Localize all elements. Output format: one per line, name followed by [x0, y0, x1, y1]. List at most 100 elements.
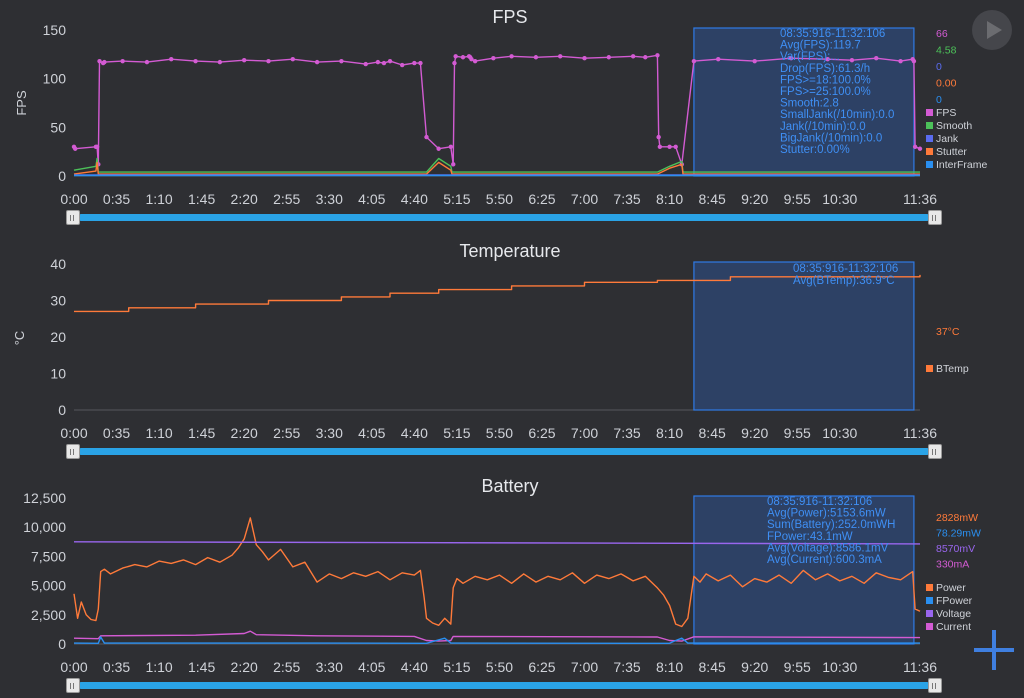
fps-y-tick-label: 100 [43, 71, 67, 87]
batt-x-tick-label: 5:15 [443, 659, 470, 675]
temp-x-tick-label: 5:15 [443, 425, 470, 441]
temperature-chart-title: Temperature [459, 241, 560, 261]
temperature-time-range-slider[interactable] [66, 442, 942, 462]
battery-chart: Battery 12,500 10,000 7,500 5,000 2,500 0 0:00… [23, 476, 981, 675]
batt-series-voltage-line [73, 541, 921, 545]
batt-x-tick-label: 4:40 [401, 659, 428, 675]
fps-x-tick-label: 1:45 [188, 191, 215, 207]
fps-summary-line: Jank(/10min):0.0 [780, 121, 866, 133]
temp-x-tick-label: 3:30 [316, 425, 343, 441]
play-icon[interactable] [972, 10, 1012, 50]
battery-chart-title: Battery [481, 476, 538, 496]
fps-series-fps-point [469, 57, 474, 62]
add-icon[interactable] [972, 628, 1016, 672]
fps-x-tick-label: 8:10 [656, 191, 683, 207]
fps-series-fps-point [97, 58, 102, 64]
fps-legend-swatch [926, 161, 933, 168]
fps-series-fps-point [424, 134, 429, 140]
batt-y-tick-label: 0 [58, 636, 66, 652]
fps-legend-value: 0 [936, 61, 942, 73]
temperature-slider-left-handle[interactable] [66, 444, 80, 459]
fps-series-fps-point [533, 55, 539, 60]
temp-x-tick-label: 9:55 [784, 425, 811, 441]
temp-selection-range [693, 261, 915, 411]
fps-y-tick-label: 50 [50, 119, 66, 135]
temp-x-tick-label: 2:55 [273, 425, 300, 441]
temp-y-tick-label: 10 [50, 366, 66, 382]
battery-slider-track[interactable] [78, 682, 930, 689]
fps-series-fps-point [290, 57, 295, 62]
fps-y-tick-label: 0 [58, 168, 66, 184]
temp-x-tick-label: 7:00 [571, 425, 598, 441]
fps-summary-line: Smooth:2.8 [780, 98, 839, 110]
fps-slider-right-handle[interactable] [928, 210, 942, 225]
fps-x-tick-label: 11:36 [903, 191, 937, 207]
fps-series-fps-point [460, 55, 466, 60]
fps-series-fps-point [412, 60, 417, 66]
fps-series-fps-point [73, 146, 78, 151]
batt-legend-label: FPower [936, 595, 973, 607]
batt-x-tick-label: 0:35 [103, 659, 130, 675]
temp-x-tick-label: 0:00 [60, 425, 87, 441]
fps-legend-label: Smooth [936, 120, 972, 132]
temp-series-btemp-line [74, 274, 921, 313]
temp-legend-value: 37°C [936, 326, 960, 338]
temp-x-tick-label: 4:05 [358, 425, 385, 441]
fps-legend-label: Stutter [936, 146, 967, 158]
battery-slider-right-handle[interactable] [928, 678, 942, 693]
battery-time-range-slider[interactable] [66, 676, 942, 696]
batt-x-tick-label: 4:05 [358, 659, 385, 675]
fps-legend-value: 66 [936, 28, 948, 40]
batt-y-tick-label: 2,500 [31, 607, 66, 623]
fps-chart-title: FPS [492, 7, 527, 27]
batt-summary-line: FPower:43.1mW [767, 531, 853, 543]
fps-x-tick-label: 7:00 [571, 191, 598, 207]
batt-x-tick-label: 8:45 [699, 659, 726, 675]
temp-legend-swatch [926, 365, 933, 372]
temp-x-tick-label: 10:30 [822, 425, 857, 441]
fps-series-fps-point [418, 60, 423, 66]
temperature-slider-right-handle[interactable] [928, 444, 942, 459]
temp-y-tick-label: 40 [50, 256, 66, 272]
temperature-slider-track[interactable] [78, 448, 930, 455]
fps-series-fps-point [448, 144, 454, 149]
battery-slider-left-handle[interactable] [66, 678, 80, 693]
fps-x-tick-label: 10:30 [822, 191, 857, 207]
batt-summary-line: Sum(Battery):252.0mWH [767, 519, 895, 531]
batt-y-tick-label: 7,500 [31, 548, 66, 564]
fps-slider-left-handle[interactable] [66, 210, 80, 225]
batt-legend-label: Power [936, 582, 966, 594]
fps-series-fps-point [452, 60, 457, 66]
batt-x-tick-label: 1:10 [145, 659, 172, 675]
temp-x-tick-label: 1:45 [188, 425, 215, 441]
fps-legend-label: Jank [936, 133, 959, 145]
fps-series-fps-point [788, 56, 794, 61]
temp-x-tick-label: 8:10 [656, 425, 683, 441]
fps-series-fps-point [643, 55, 648, 60]
batt-x-tick-label: 9:55 [784, 659, 811, 675]
fps-series-fps-point [241, 57, 247, 63]
fps-x-tick-label: 4:40 [401, 191, 428, 207]
fps-series-fps-point [874, 56, 879, 61]
batt-legend-value: 8570mV [936, 543, 975, 555]
fps-time-range-slider[interactable] [66, 208, 942, 228]
fps-series-fps-point [656, 134, 661, 140]
temp-x-tick-label: 1:10 [145, 425, 172, 441]
fps-x-tick-label: 7:35 [613, 191, 640, 207]
fps-series-fps-point [491, 56, 496, 61]
fps-series-fps-point [849, 57, 855, 63]
fps-series-fps-point [144, 59, 150, 65]
fps-slider-track[interactable] [78, 214, 930, 221]
fps-series-fps-point [94, 144, 100, 149]
fps-summary-line: Stutter:0.00% [780, 144, 850, 156]
fps-series-fps-point [655, 53, 660, 58]
batt-series-power-line [73, 517, 921, 628]
temp-summary-line: 08:35:916-11:32:106 [793, 263, 898, 275]
fps-legend-value: 0 [936, 94, 942, 106]
batt-x-tick-label: 6:25 [528, 659, 555, 675]
temp-x-tick-label: 0:35 [103, 425, 130, 441]
fps-series-fps-point [911, 58, 917, 64]
fps-y-tick-label: 150 [43, 22, 67, 38]
batt-x-tick-label: 7:00 [571, 659, 598, 675]
batt-x-tick-label: 1:45 [188, 659, 215, 675]
